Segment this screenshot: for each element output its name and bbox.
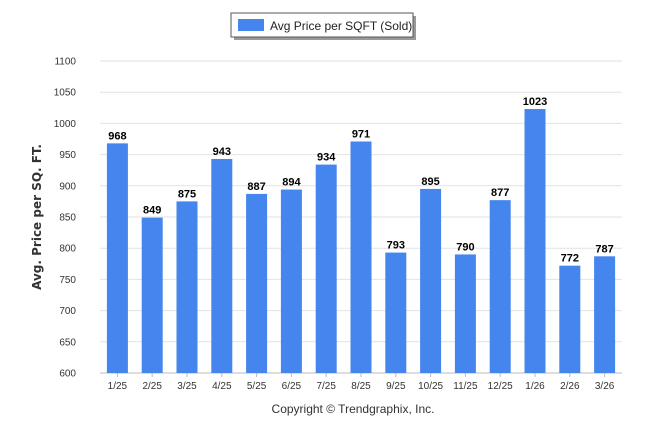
y-tick-label: 800: [59, 244, 76, 255]
legend-label: Avg Price per SQFT (Sold): [270, 19, 412, 33]
data-label: 894: [282, 177, 301, 189]
x-tick-label: 2/25: [142, 381, 162, 392]
y-axis-label: Avg. Price per SQ. FT.: [30, 144, 44, 290]
x-tick-label: 6/25: [282, 381, 302, 392]
data-label: 793: [387, 240, 405, 252]
y-tick-label: 1100: [54, 57, 76, 68]
bar: [246, 193, 268, 373]
data-label: 895: [421, 176, 439, 188]
y-tick-label: 750: [59, 275, 76, 286]
data-label: 875: [178, 188, 196, 200]
legend: Avg Price per SQFT (Sold): [230, 12, 416, 40]
bar: [176, 201, 198, 373]
data-label: 849: [143, 205, 161, 217]
y-tick-label: 850: [59, 213, 76, 224]
bar: [350, 141, 372, 373]
data-label: 790: [456, 241, 474, 253]
bar: [559, 265, 581, 373]
bar: [211, 158, 233, 373]
x-tick-label: 7/25: [316, 381, 336, 392]
y-tick-label: 950: [59, 150, 76, 161]
x-tick-label: 10/25: [418, 381, 443, 392]
bar: [420, 188, 442, 373]
x-axis-ticks: 1/25 2/25 3/25 4/25 5/25 6/25 7/25 8/25 9/25 10/2…: [108, 373, 615, 392]
x-tick-label: 8/25: [351, 381, 371, 392]
y-axis-ticks: 600 650 700 750 800 850 900 950 1000 1050 1100: [54, 57, 77, 380]
data-label: 772: [561, 253, 579, 265]
bar: [594, 256, 616, 373]
x-tick-label: 1/26: [525, 381, 545, 392]
x-tick-label: 5/25: [247, 381, 267, 392]
data-label: 887: [247, 181, 265, 193]
copyright-text: Copyright © Trendgraphix, Inc.: [272, 402, 435, 416]
bar: [524, 109, 546, 373]
y-tick-label: 600: [59, 369, 76, 380]
data-label: 934: [317, 152, 336, 164]
data-label: 1023: [523, 96, 547, 108]
data-label: 971: [352, 128, 370, 140]
bar: [106, 143, 128, 373]
bar: [141, 217, 163, 373]
data-label: 877: [491, 187, 509, 199]
x-tick-label: 3/25: [177, 381, 197, 392]
bar: [385, 252, 407, 373]
data-label: 968: [108, 130, 126, 142]
y-tick-label: 700: [59, 306, 76, 317]
x-tick-label: 2/26: [560, 381, 580, 392]
bar: [315, 164, 337, 373]
x-tick-label: 4/25: [212, 381, 232, 392]
x-tick-label: 9/25: [386, 381, 406, 392]
x-tick-label: 1/25: [108, 381, 128, 392]
x-tick-label: 3/26: [595, 381, 615, 392]
data-label: 787: [595, 243, 613, 255]
legend-swatch: [238, 19, 264, 31]
x-tick-label: 12/25: [488, 381, 513, 392]
data-label: 943: [213, 146, 231, 158]
bar: [454, 254, 476, 373]
bars: 968 849 875 943 887 894 934 971 793 895 790 877 1023…: [106, 96, 616, 373]
bar: [280, 189, 302, 373]
y-tick-label: 1000: [54, 119, 77, 130]
bar: [489, 200, 511, 373]
y-tick-label: 900: [59, 181, 76, 192]
y-tick-label: 650: [59, 337, 76, 348]
x-tick-label: 11/25: [453, 381, 478, 392]
y-tick-label: 1050: [54, 88, 77, 99]
